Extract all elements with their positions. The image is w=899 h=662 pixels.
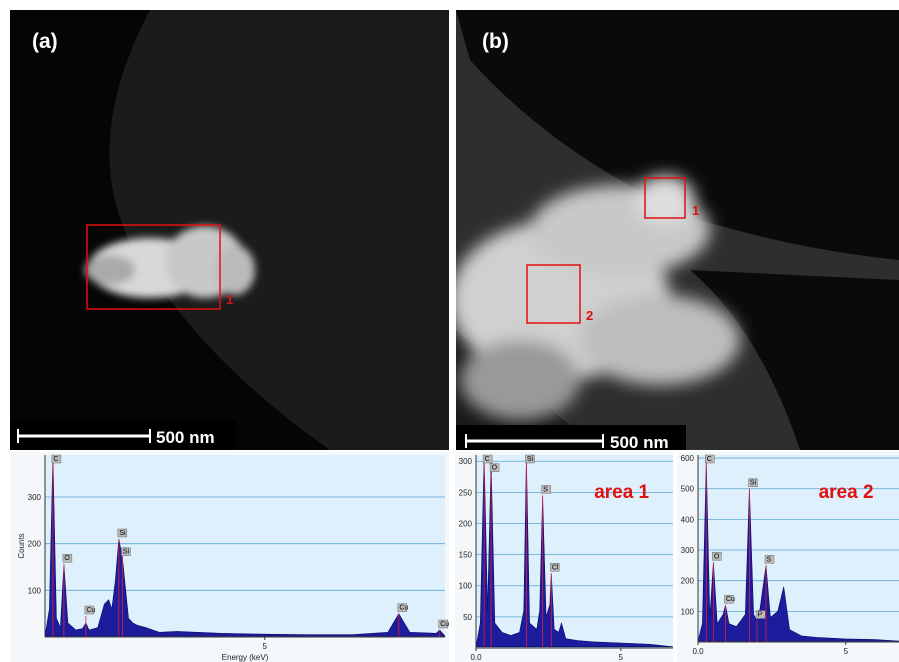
- y-tick-label: 500: [681, 485, 695, 494]
- region-label: 2: [586, 308, 593, 323]
- peak-label: Cu: [440, 621, 449, 628]
- peak-label: Cu: [86, 607, 95, 614]
- region-label: 1: [692, 203, 699, 218]
- y-tick-label: 100: [681, 607, 695, 616]
- peak-label: C: [53, 456, 58, 463]
- region-label: 1: [226, 292, 233, 307]
- peak-label: S: [766, 556, 771, 563]
- x-tick-label: 0.0: [692, 647, 704, 656]
- micrograph-a: [10, 10, 449, 450]
- peak-label: O: [492, 465, 498, 472]
- figure: (a) 500 nm 1 (b) 500 nm 1 2 1002003005CO…: [0, 0, 899, 662]
- x-tick-label: 0.0: [470, 653, 482, 662]
- spectrum-title: area 2: [819, 482, 874, 503]
- x-tick-label: 5: [619, 653, 624, 662]
- x-tick-label: 5: [844, 647, 849, 656]
- peak-label: P: [758, 612, 763, 619]
- x-axis-label: Energy (keV): [222, 653, 269, 662]
- y-tick-label: 50: [463, 613, 472, 622]
- y-tick-label: 300: [681, 546, 695, 555]
- panel-label: (a): [32, 30, 58, 53]
- spectrum-title: area 1: [594, 482, 649, 503]
- y-axis-label: Counts: [17, 533, 26, 558]
- y-tick-label: 200: [459, 519, 473, 528]
- peak-label: S: [543, 486, 548, 493]
- peak-label: Si: [119, 530, 126, 537]
- scale-bar-label: 500 nm: [156, 428, 215, 447]
- panel-label: (b): [482, 30, 509, 53]
- peak-label: Si: [750, 480, 757, 487]
- y-tick-label: 300: [28, 493, 42, 502]
- peak-label: Cu: [399, 605, 408, 612]
- peak-label: Si: [123, 549, 130, 556]
- peak-label: O: [714, 553, 720, 560]
- y-tick-label: 100: [28, 586, 42, 595]
- scale-bar-label: 500 nm: [610, 433, 669, 452]
- y-tick-label: 250: [459, 488, 473, 497]
- peak-label: Si: [527, 456, 534, 463]
- y-tick-label: 200: [28, 540, 42, 549]
- x-tick-label: 5: [263, 642, 268, 651]
- peak-label: Cl: [552, 564, 559, 571]
- peak-label: C: [485, 456, 490, 463]
- peak-label: Cu: [726, 596, 735, 603]
- y-tick-label: 300: [459, 457, 473, 466]
- y-tick-label: 600: [681, 454, 695, 463]
- y-tick-label: 200: [681, 577, 695, 586]
- y-tick-label: 100: [459, 582, 473, 591]
- y-tick-label: 150: [459, 551, 473, 560]
- y-tick-label: 400: [681, 515, 695, 524]
- peak-label: O: [64, 555, 70, 562]
- peak-label: C: [707, 456, 712, 463]
- page: (a) 500 nm 1 (b) 500 nm 1 2 1002003005CO…: [0, 0, 899, 662]
- micrograph-b: [450, 10, 899, 450]
